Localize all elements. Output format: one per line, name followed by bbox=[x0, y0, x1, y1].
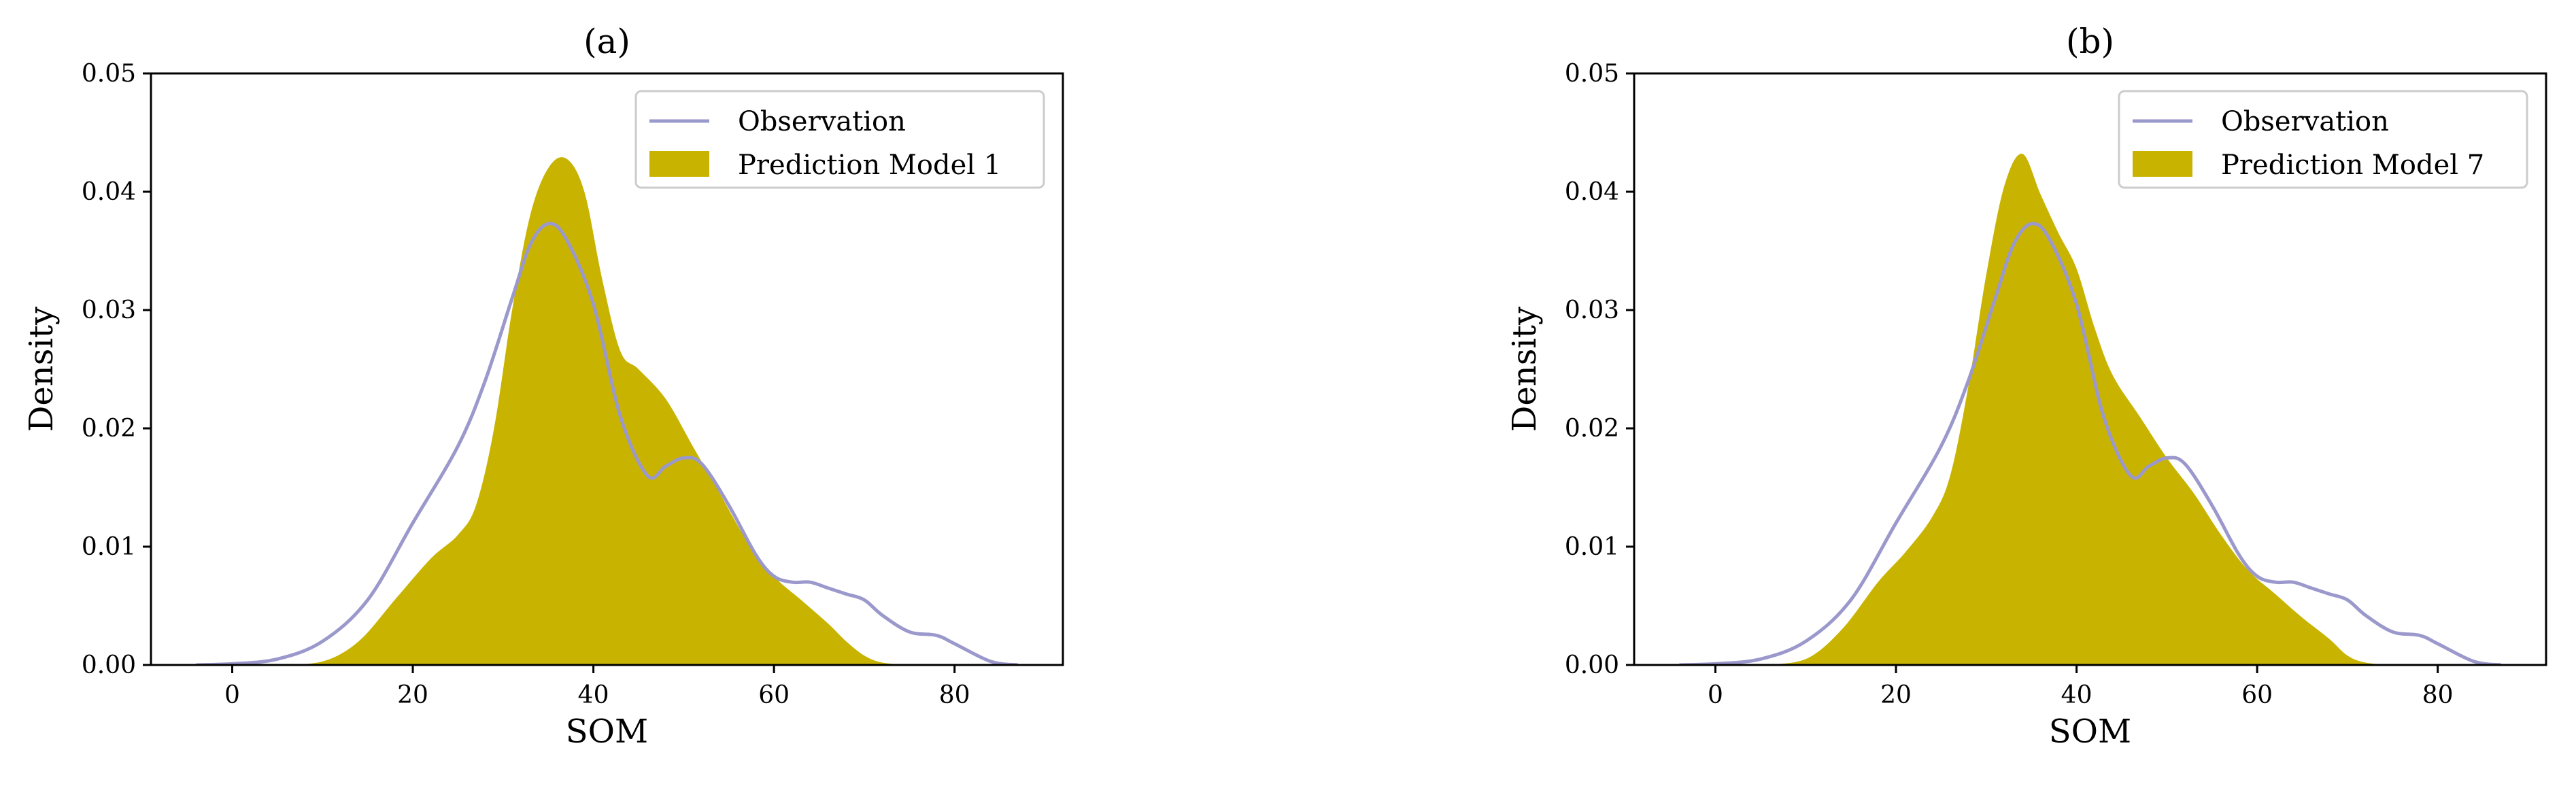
legend-label-observation: Observation bbox=[2221, 106, 2389, 137]
x-axis-label: SOM bbox=[566, 713, 648, 751]
x-tick-label: 80 bbox=[939, 681, 970, 709]
y-tick-label: 0.03 bbox=[1565, 296, 1619, 324]
observation-density-line bbox=[1679, 222, 2501, 665]
y-tick-label: 0.04 bbox=[82, 178, 136, 206]
plot-area bbox=[1679, 154, 2501, 665]
y-tick-label: 0.05 bbox=[1565, 60, 1619, 88]
y-tick-label: 0.01 bbox=[1565, 533, 1619, 561]
x-axis-ticks: 0 20 40 60 80 bbox=[1708, 665, 2454, 709]
legend-label-observation: Observation bbox=[738, 106, 906, 137]
y-axis-ticks: 0.00 0.01 0.02 0.03 0.04 0.05 bbox=[82, 60, 151, 679]
x-tick-label: 60 bbox=[758, 681, 790, 709]
y-tick-label: 0.00 bbox=[82, 651, 136, 679]
y-tick-label: 0.02 bbox=[1565, 415, 1619, 443]
y-tick-label: 0.02 bbox=[82, 415, 136, 443]
x-tick-label: 0 bbox=[224, 681, 240, 709]
y-axis-ticks: 0.00 0.01 0.02 0.03 0.04 0.05 bbox=[1565, 60, 1634, 679]
chart-panel-a: 0 20 40 60 80 0.00 0.01 0.02 0.03 0.04 0.05 (a) S… bbox=[22, 22, 1064, 751]
observation-density-line bbox=[196, 222, 1018, 665]
prediction-density-area bbox=[1760, 154, 2393, 665]
plot-area bbox=[196, 157, 1018, 665]
y-tick-label: 0.03 bbox=[82, 296, 136, 324]
x-tick-label: 20 bbox=[397, 681, 428, 709]
y-tick-label: 0.00 bbox=[1565, 651, 1619, 679]
x-tick-label: 40 bbox=[2061, 681, 2092, 709]
x-tick-label: 40 bbox=[578, 681, 609, 709]
x-axis-ticks: 0 20 40 60 80 bbox=[224, 665, 970, 709]
chart-title: (a) bbox=[583, 22, 630, 61]
x-tick-label: 0 bbox=[1708, 681, 1723, 709]
y-tick-label: 0.05 bbox=[82, 60, 136, 88]
legend: Observation Prediction Model 7 bbox=[2118, 90, 2528, 189]
x-axis-label: SOM bbox=[2049, 713, 2131, 751]
legend-label-prediction: Prediction Model 7 bbox=[2221, 150, 2484, 181]
y-tick-label: 0.01 bbox=[82, 533, 136, 561]
y-axis-label: Density bbox=[22, 307, 61, 432]
chart-panel-b: 0 20 40 60 80 0.00 0.01 0.02 0.03 0.04 0.05 (b) S… bbox=[1506, 22, 2547, 751]
y-axis-label: Density bbox=[1506, 307, 1544, 432]
legend-label-prediction: Prediction Model 1 bbox=[738, 150, 1001, 181]
x-tick-label: 20 bbox=[1880, 681, 1912, 709]
legend: Observation Prediction Model 1 bbox=[634, 90, 1045, 189]
x-tick-label: 80 bbox=[2422, 681, 2454, 709]
legend-swatch-prediction bbox=[2133, 151, 2192, 177]
chart-title: (b) bbox=[2066, 22, 2114, 61]
axes-frame bbox=[150, 72, 1064, 666]
prediction-density-area bbox=[277, 157, 910, 665]
legend-swatch-prediction bbox=[649, 151, 709, 177]
legend-box bbox=[634, 90, 1045, 189]
axes-frame bbox=[1633, 72, 2547, 666]
legend-box bbox=[2118, 90, 2528, 189]
x-tick-label: 60 bbox=[2241, 681, 2273, 709]
y-tick-label: 0.04 bbox=[1565, 178, 1619, 206]
